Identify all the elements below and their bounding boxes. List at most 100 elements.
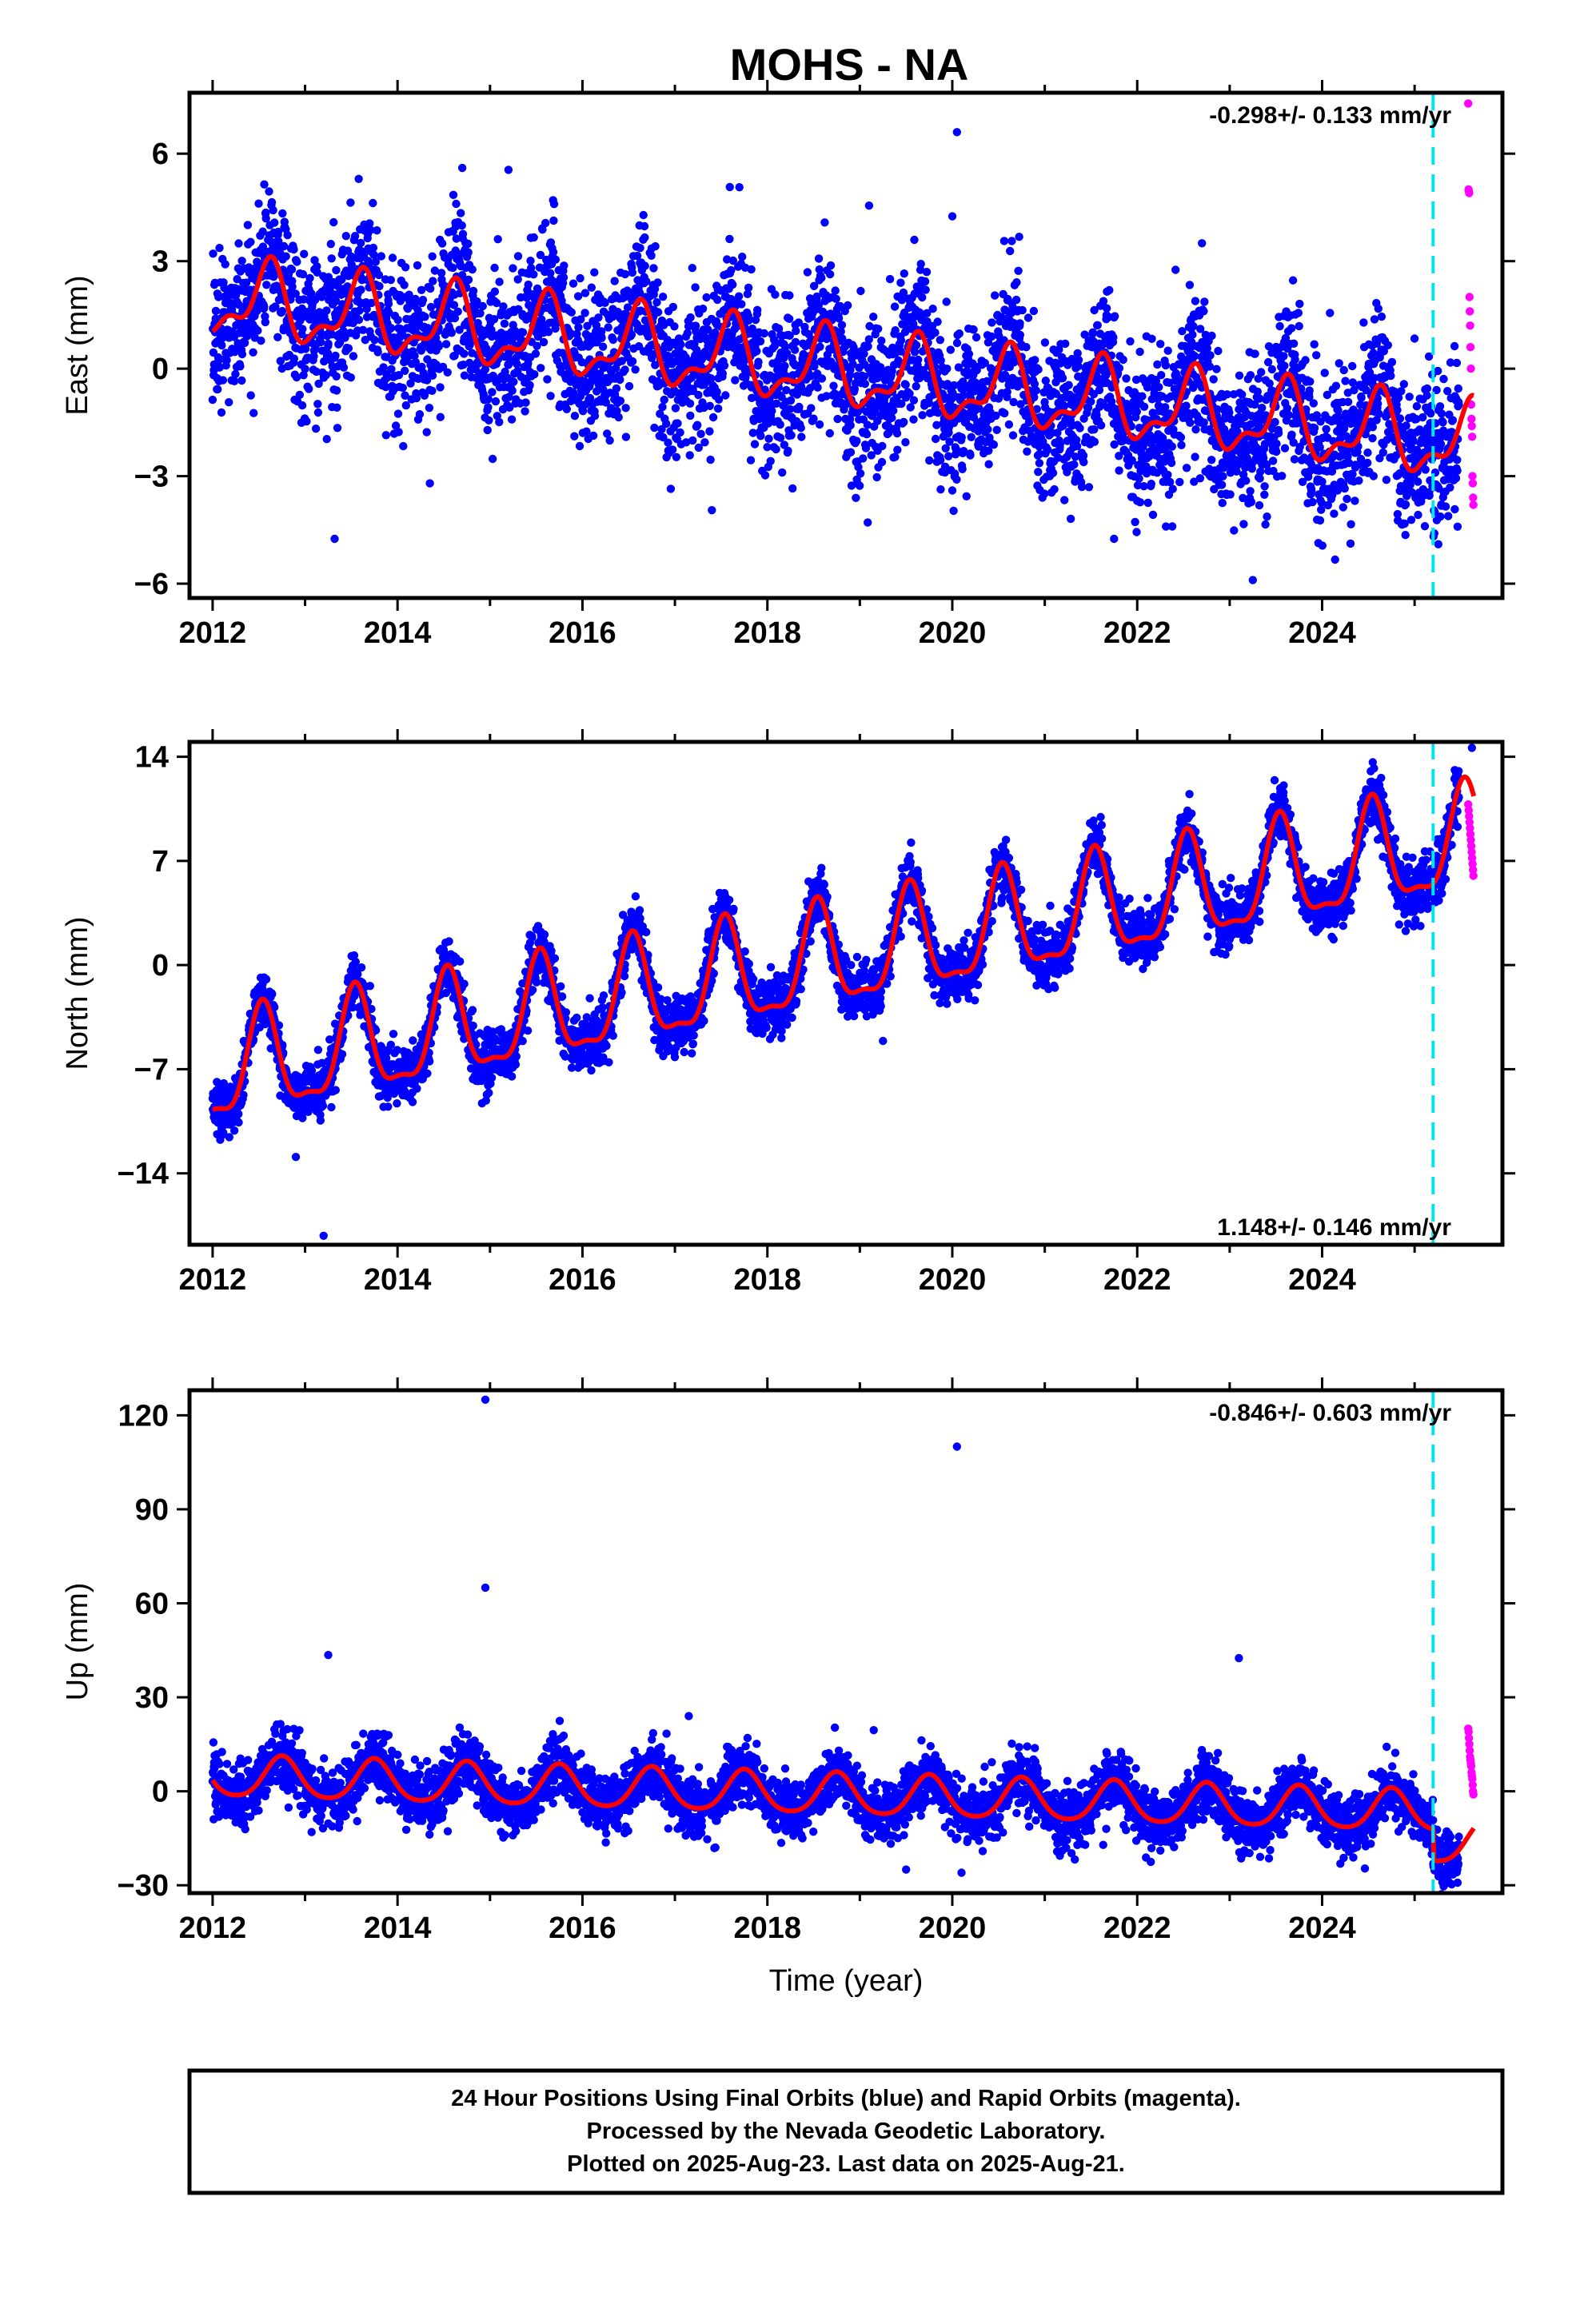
east-data-point <box>735 293 743 301</box>
east-data-point <box>1009 431 1017 439</box>
east-data-point <box>859 454 867 462</box>
east-data-point <box>728 281 736 289</box>
east-data-point <box>925 456 933 464</box>
east-data-point <box>357 239 365 247</box>
east-data-point <box>1280 361 1288 369</box>
east-data-point <box>280 242 288 250</box>
east-data-point <box>1049 468 1057 476</box>
east-data-point <box>1269 456 1277 464</box>
east-data-point <box>744 284 752 292</box>
east-data-point <box>1348 362 1356 370</box>
east-data-point <box>932 435 940 443</box>
east-data-point <box>298 325 306 333</box>
east-data-point <box>1306 377 1314 385</box>
east-data-point <box>540 338 548 346</box>
east-data-point <box>878 442 886 450</box>
east-data-point <box>458 221 466 229</box>
east-data-point <box>1218 480 1226 488</box>
east-data-point <box>1177 441 1185 449</box>
east-data-point <box>1438 418 1446 426</box>
east-outlier-point <box>1110 535 1118 543</box>
east-data-point <box>1235 372 1243 380</box>
east-data-point <box>349 352 357 360</box>
east-data-point <box>864 518 872 526</box>
east-data-point <box>1426 409 1434 417</box>
east-data-point <box>541 219 549 227</box>
east-data-point <box>817 273 825 281</box>
east-data-point <box>1295 300 1303 308</box>
east-data-point <box>1207 332 1215 340</box>
east-data-point <box>428 387 436 395</box>
east-data-point <box>1155 383 1163 391</box>
east-data-point <box>1169 485 1177 493</box>
east-data-point <box>301 365 309 373</box>
east-data-point <box>382 431 390 439</box>
east-data-point <box>230 377 238 385</box>
east-data-point <box>984 425 991 433</box>
east-data-point <box>616 376 624 384</box>
east-data-point <box>662 420 670 428</box>
east-data-point <box>1453 467 1461 475</box>
east-data-point <box>1443 387 1451 395</box>
east-data-point <box>736 183 744 191</box>
east-data-point <box>262 281 270 289</box>
east-data-point <box>705 427 713 435</box>
east-data-point <box>616 397 624 405</box>
east-data-point <box>435 342 443 350</box>
east-data-point <box>590 269 598 277</box>
east-data-point <box>921 277 929 285</box>
east-rapid-point <box>1468 472 1476 480</box>
east-data-point <box>288 265 296 273</box>
east-data-point <box>495 418 503 426</box>
east-data-point <box>1126 337 1134 345</box>
east-data-point <box>1043 445 1051 453</box>
east-data-point <box>900 269 908 277</box>
east-data-point <box>1040 489 1048 497</box>
east-data-point <box>737 300 745 308</box>
east-data-point <box>700 438 708 446</box>
east-data-point <box>346 198 354 206</box>
east-data-point <box>508 416 516 424</box>
east-data-point <box>731 376 739 384</box>
east-data-point <box>1157 371 1165 379</box>
east-data-point <box>525 381 533 389</box>
east-data-point <box>706 456 714 464</box>
east-data-point <box>1295 322 1303 330</box>
east-data-point <box>479 302 487 310</box>
east-data-point <box>1012 278 1020 286</box>
east-data-point <box>696 430 704 438</box>
east-data-point <box>1351 496 1359 504</box>
east-data-point <box>1382 476 1390 484</box>
east-data-point <box>768 407 776 415</box>
east-data-point <box>491 288 499 296</box>
east-data-point <box>293 257 301 265</box>
east-outlier-point <box>505 165 513 173</box>
east-data-point <box>236 362 244 370</box>
east-data-point <box>1115 364 1123 372</box>
east-data-point <box>394 316 402 324</box>
east-data-point <box>1410 334 1418 342</box>
east-data-point <box>651 242 659 250</box>
east-data-point <box>1400 380 1408 388</box>
east-data-point <box>345 345 353 353</box>
east-data-point <box>1321 369 1329 377</box>
east-data-point <box>1414 511 1422 519</box>
east-data-point <box>886 275 894 283</box>
east-data-point <box>1196 474 1204 482</box>
east-data-point <box>530 370 538 378</box>
east-data-point <box>640 211 648 219</box>
east-data-point <box>963 492 971 500</box>
east-data-point <box>636 244 644 252</box>
east-data-point <box>605 436 613 444</box>
east-data-point <box>1246 487 1254 495</box>
east-data-point <box>465 249 473 257</box>
east-data-point <box>1214 347 1222 355</box>
east-data-point <box>1260 491 1268 499</box>
east-data-point <box>237 257 245 265</box>
east-data-point <box>437 413 445 421</box>
east-data-point <box>719 369 727 377</box>
east-data-point <box>1191 352 1199 360</box>
east-data-point <box>1009 398 1017 406</box>
